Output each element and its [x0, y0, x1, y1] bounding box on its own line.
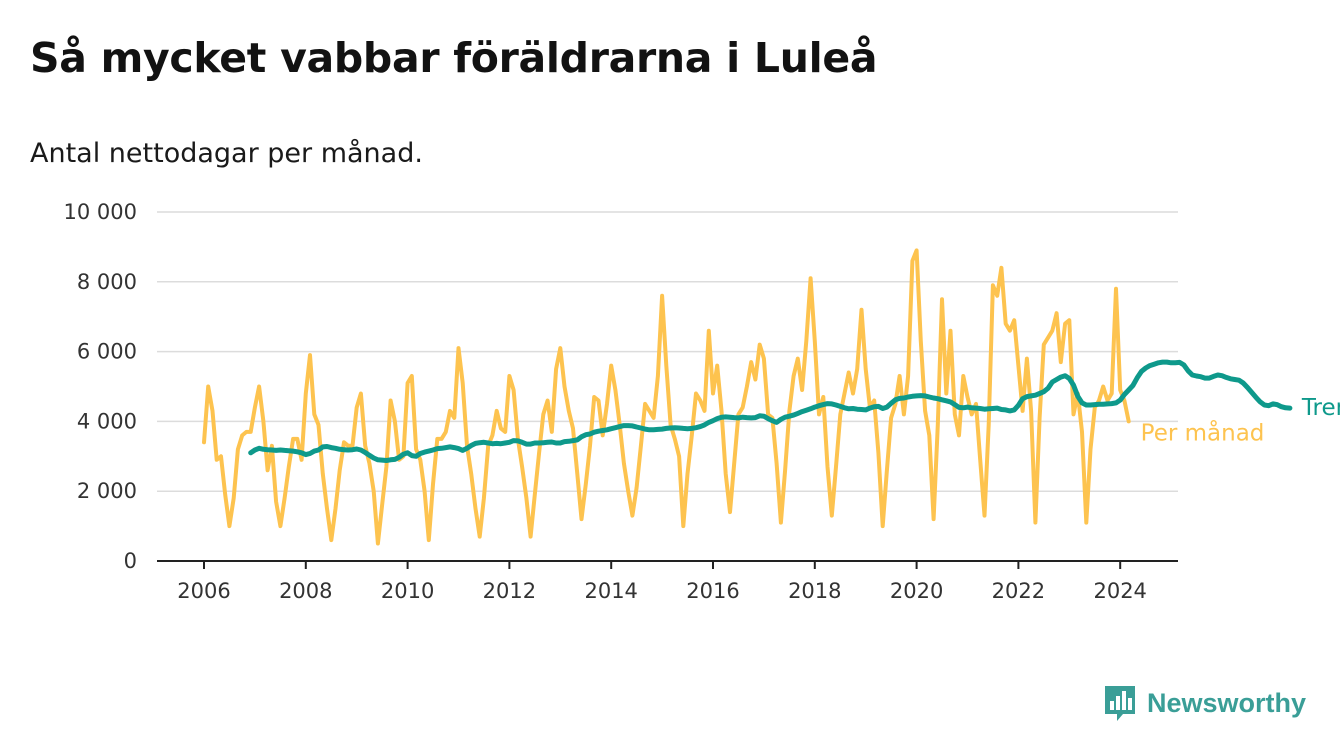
y-axis: 0 2 000 4 000 6 000 8 000 10 000: [64, 200, 137, 573]
x-tick-label: 2014: [584, 579, 637, 603]
chart-title: Så mycket vabbar föräldrarna i Luleå: [30, 34, 878, 82]
series-line-trend: [248, 359, 1293, 463]
bar-chart-speech-bubble-icon: [1105, 686, 1135, 721]
x-tick-label: 2010: [381, 579, 434, 603]
chart-subtitle: Antal nettodagar per månad.: [30, 138, 423, 169]
y-tick-label: 10 000: [64, 200, 137, 224]
x-tick-label: 2024: [1093, 579, 1146, 603]
x-axis: 2006 2008 2010 2012 2014 2016 2018 2020 2022 2024: [157, 560, 1178, 603]
y-tick-label: 2 000: [77, 479, 137, 503]
x-tick-label: 2018: [788, 579, 841, 603]
brand-logo: Newsworthy: [1103, 684, 1306, 722]
series-labels: Per månad Trend: [1141, 395, 1340, 446]
brand-name: Newsworthy: [1147, 687, 1307, 718]
series-line-per-manad: [202, 248, 1131, 546]
y-tick-label: 6 000: [77, 340, 137, 364]
x-tick-label: 2012: [483, 579, 536, 603]
x-tick-label: 2008: [279, 579, 332, 603]
x-tick-label: 2020: [890, 579, 943, 603]
y-tick-label: 0: [124, 549, 137, 573]
y-tick-label: 8 000: [77, 270, 137, 294]
series-label-trend: Trend: [1301, 395, 1340, 421]
series-label-per-manad: Per månad: [1141, 418, 1265, 446]
x-tick-label: 2022: [992, 579, 1045, 603]
series-layer: [202, 248, 1293, 546]
x-tick-label: 2006: [177, 579, 230, 603]
gridlines: [157, 211, 1178, 492]
y-tick-label: 4 000: [77, 409, 137, 433]
x-tick-label: 2016: [686, 579, 739, 603]
